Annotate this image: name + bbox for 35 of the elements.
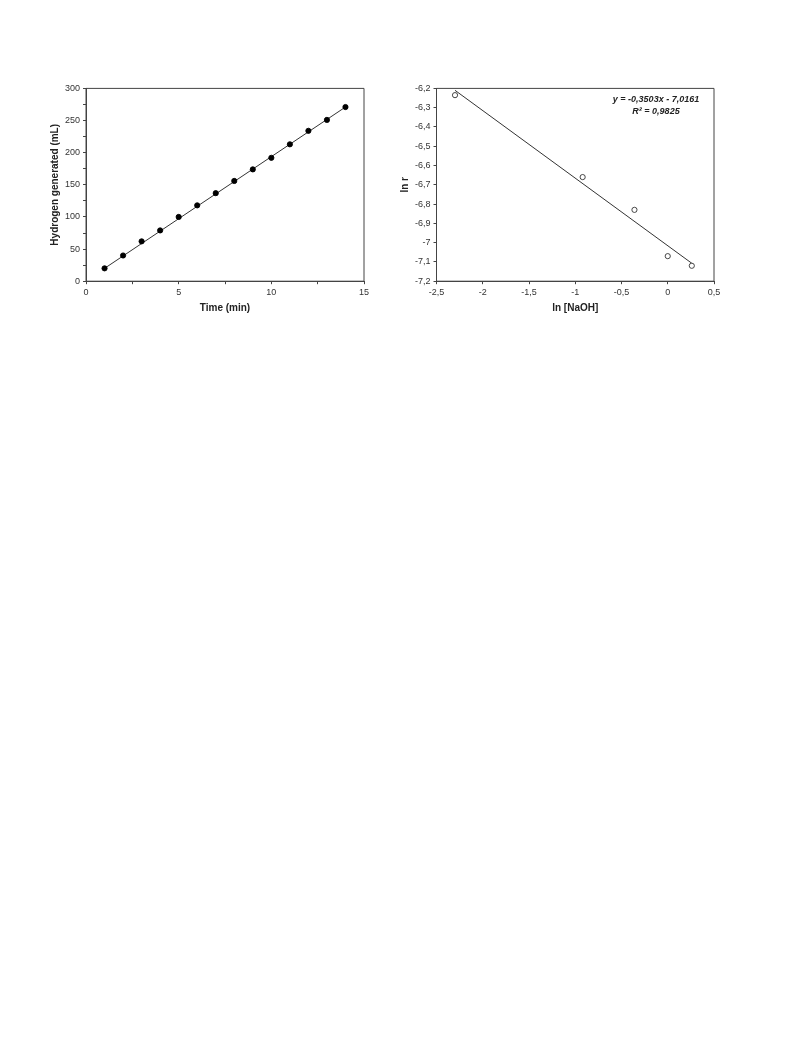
y-tick-label: -6,7: [414, 179, 431, 190]
y-tick-label: -6,5: [414, 140, 431, 151]
x-tick-label: -2,5: [428, 287, 445, 298]
y-tick-label: -6,6: [414, 160, 431, 170]
y-tick-label: 150: [64, 179, 81, 190]
x-tick-label: 5: [176, 287, 182, 298]
y-tick-label: -6,4: [414, 121, 431, 132]
x-axis-title: ln [NaOH]: [552, 301, 599, 313]
y-tick-label: 200: [64, 147, 81, 158]
y-tick-label: -7: [422, 237, 431, 248]
y-tick-label: 50: [70, 243, 81, 254]
y-axis-title: Hydrogen generated (mL): [48, 123, 60, 246]
y-tick-label: 0: [75, 275, 81, 286]
y-tick-label: -6,9: [414, 217, 431, 228]
y-axis-title: ln r: [398, 176, 410, 193]
y-tick-label: 300: [64, 82, 81, 93]
annotation: y = -0,3503x - 7,0161: [611, 94, 700, 105]
y-tick-label: -6,3: [414, 102, 431, 113]
x-tick-label: 0: [83, 287, 89, 298]
y-tick-label: -6,2: [414, 82, 431, 93]
x-tick-label: -1,5: [521, 287, 537, 298]
x-tick-label: -1: [571, 287, 580, 298]
y-tick-label: -6,8: [414, 198, 431, 209]
x-tick-label: -0,5: [613, 287, 630, 298]
x-tick-label: 0: [665, 287, 671, 298]
y-tick-label: 250: [64, 115, 81, 126]
x-tick-label: 15: [358, 287, 370, 298]
x-tick-label: 10: [266, 287, 277, 298]
y-tick-label: -7,2: [414, 275, 431, 286]
y-tick-label: 100: [64, 211, 81, 222]
x-tick-label: 0,5: [707, 287, 721, 298]
x-tick-label: -2: [478, 287, 487, 298]
y-tick-label: -7,1: [414, 256, 431, 267]
annotation: R² = 0,9825: [632, 106, 681, 117]
x-axis-title: Time (min): [199, 301, 251, 313]
